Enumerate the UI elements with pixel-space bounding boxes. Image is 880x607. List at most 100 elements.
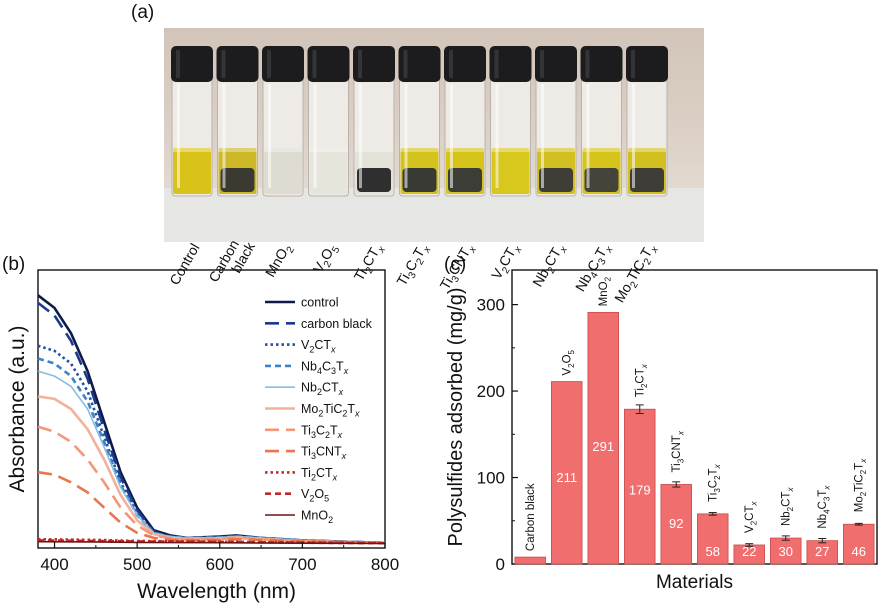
x-tick-label: 700 xyxy=(288,555,316,574)
table-surface xyxy=(164,188,704,242)
series-line xyxy=(37,470,386,545)
bar-category-label: Ti3CNTx xyxy=(671,430,685,472)
vial xyxy=(216,46,259,197)
liquid-meniscus xyxy=(446,148,484,152)
bar-value-label: 27 xyxy=(815,544,829,559)
legend-label: Ti3C2Tx xyxy=(301,423,343,440)
y-tick-label: 200 xyxy=(477,382,505,401)
bar xyxy=(587,311,619,565)
vial xyxy=(626,46,668,197)
bar-value-label: 58 xyxy=(706,544,720,559)
vial xyxy=(580,46,623,197)
vial xyxy=(444,46,486,197)
vial xyxy=(535,46,577,197)
y-tick-label: 0 xyxy=(496,555,505,574)
cap-highlight xyxy=(585,50,590,78)
vial-sediment xyxy=(630,168,664,192)
vial-sediment xyxy=(539,168,573,192)
bar-category-label: Nb4C3Tx xyxy=(817,485,831,529)
panel-label-b: (b) xyxy=(2,254,26,275)
cap-highlight xyxy=(221,50,226,78)
vial-cap xyxy=(535,46,577,82)
liquid-meniscus xyxy=(491,148,530,152)
cap-highlight xyxy=(494,50,499,78)
cap-highlight xyxy=(312,50,317,78)
legend-label: MnO2 xyxy=(301,509,333,526)
glass-highlight xyxy=(359,84,362,188)
vial xyxy=(307,46,350,197)
glass-highlight xyxy=(586,84,590,188)
bar-value-label: 179 xyxy=(629,482,651,497)
vial-cap xyxy=(262,46,304,82)
legend-label: V2O5 xyxy=(301,487,329,504)
y-axis-label: Polysulfides adsorbed (mg/g) xyxy=(445,287,467,546)
cap-highlight xyxy=(540,50,544,78)
x-tick-label: 800 xyxy=(371,555,399,574)
vial-sediment xyxy=(357,168,391,192)
bar xyxy=(660,484,692,565)
vial-sediment xyxy=(448,168,482,192)
vial xyxy=(262,46,304,197)
glass-highlight xyxy=(632,84,635,188)
bar-category-label: V2O5 xyxy=(562,349,576,375)
vial-liquid xyxy=(173,148,211,194)
liquid-meniscus xyxy=(309,148,348,152)
panel-label-a: (a) xyxy=(131,2,155,23)
x-axis-label: Materials xyxy=(656,572,733,593)
vial-cap xyxy=(489,46,532,82)
vial-label: Nb2CTx xyxy=(529,240,570,292)
vial-label: Control xyxy=(166,241,202,288)
x-tick-label: 500 xyxy=(123,555,151,574)
vial-cap xyxy=(216,46,259,82)
legend-label: Nb4C3Tx xyxy=(301,359,349,376)
vial-sediment xyxy=(402,168,437,192)
vial-cap xyxy=(626,46,668,82)
plot-frame xyxy=(37,269,386,549)
vial xyxy=(171,46,213,197)
vial xyxy=(489,46,532,197)
bar xyxy=(551,381,583,565)
liquid-meniscus xyxy=(173,148,211,152)
cap-highlight xyxy=(176,50,180,78)
vial-cap xyxy=(307,46,350,82)
glass-highlight xyxy=(404,84,408,188)
cap-highlight xyxy=(358,50,362,78)
bar-value-label: 22 xyxy=(742,544,756,559)
y-tick-label: 300 xyxy=(477,296,505,315)
bar-category-label: Nb2CTx xyxy=(781,487,795,527)
series-line xyxy=(37,539,386,545)
bar-category-label: MnO2 xyxy=(598,276,612,306)
vial-cap xyxy=(444,46,486,82)
cap-highlight xyxy=(449,50,453,78)
vial xyxy=(398,46,441,197)
liquid-meniscus xyxy=(264,148,302,152)
glass-highlight xyxy=(313,84,317,188)
bar xyxy=(514,556,546,565)
vials-photo xyxy=(164,28,704,242)
vial-cap xyxy=(171,46,213,82)
liquid-meniscus xyxy=(582,148,621,152)
vial-liquid xyxy=(309,148,348,194)
vial-label: V2CTx xyxy=(488,240,525,284)
bar-value-label: 92 xyxy=(669,516,683,531)
vial-cap xyxy=(398,46,441,82)
bar-category-label: Ti2CTx xyxy=(635,363,649,397)
legend-label: Ti2CTx xyxy=(301,466,338,483)
y-tick-label: 100 xyxy=(477,469,505,488)
panel-label-c: (c) xyxy=(444,254,467,275)
absorbance-chart: 400 500 600 700 800 Wavelength (nm) Absorbance… xyxy=(6,269,399,603)
legend-label: V2CTx xyxy=(301,338,336,355)
bar-category-label: V2CTx xyxy=(744,501,758,533)
glass-highlight xyxy=(222,84,226,188)
bar xyxy=(843,523,875,565)
bar xyxy=(624,408,656,565)
liquid-meniscus xyxy=(400,148,439,152)
cap-highlight xyxy=(267,50,271,78)
vial-cap xyxy=(580,46,623,82)
bar-value-label: 211 xyxy=(556,470,577,485)
liquid-meniscus xyxy=(355,148,393,152)
glass-highlight xyxy=(450,84,453,188)
legend-label: Nb2CTx xyxy=(301,381,344,398)
series-line xyxy=(37,540,386,545)
